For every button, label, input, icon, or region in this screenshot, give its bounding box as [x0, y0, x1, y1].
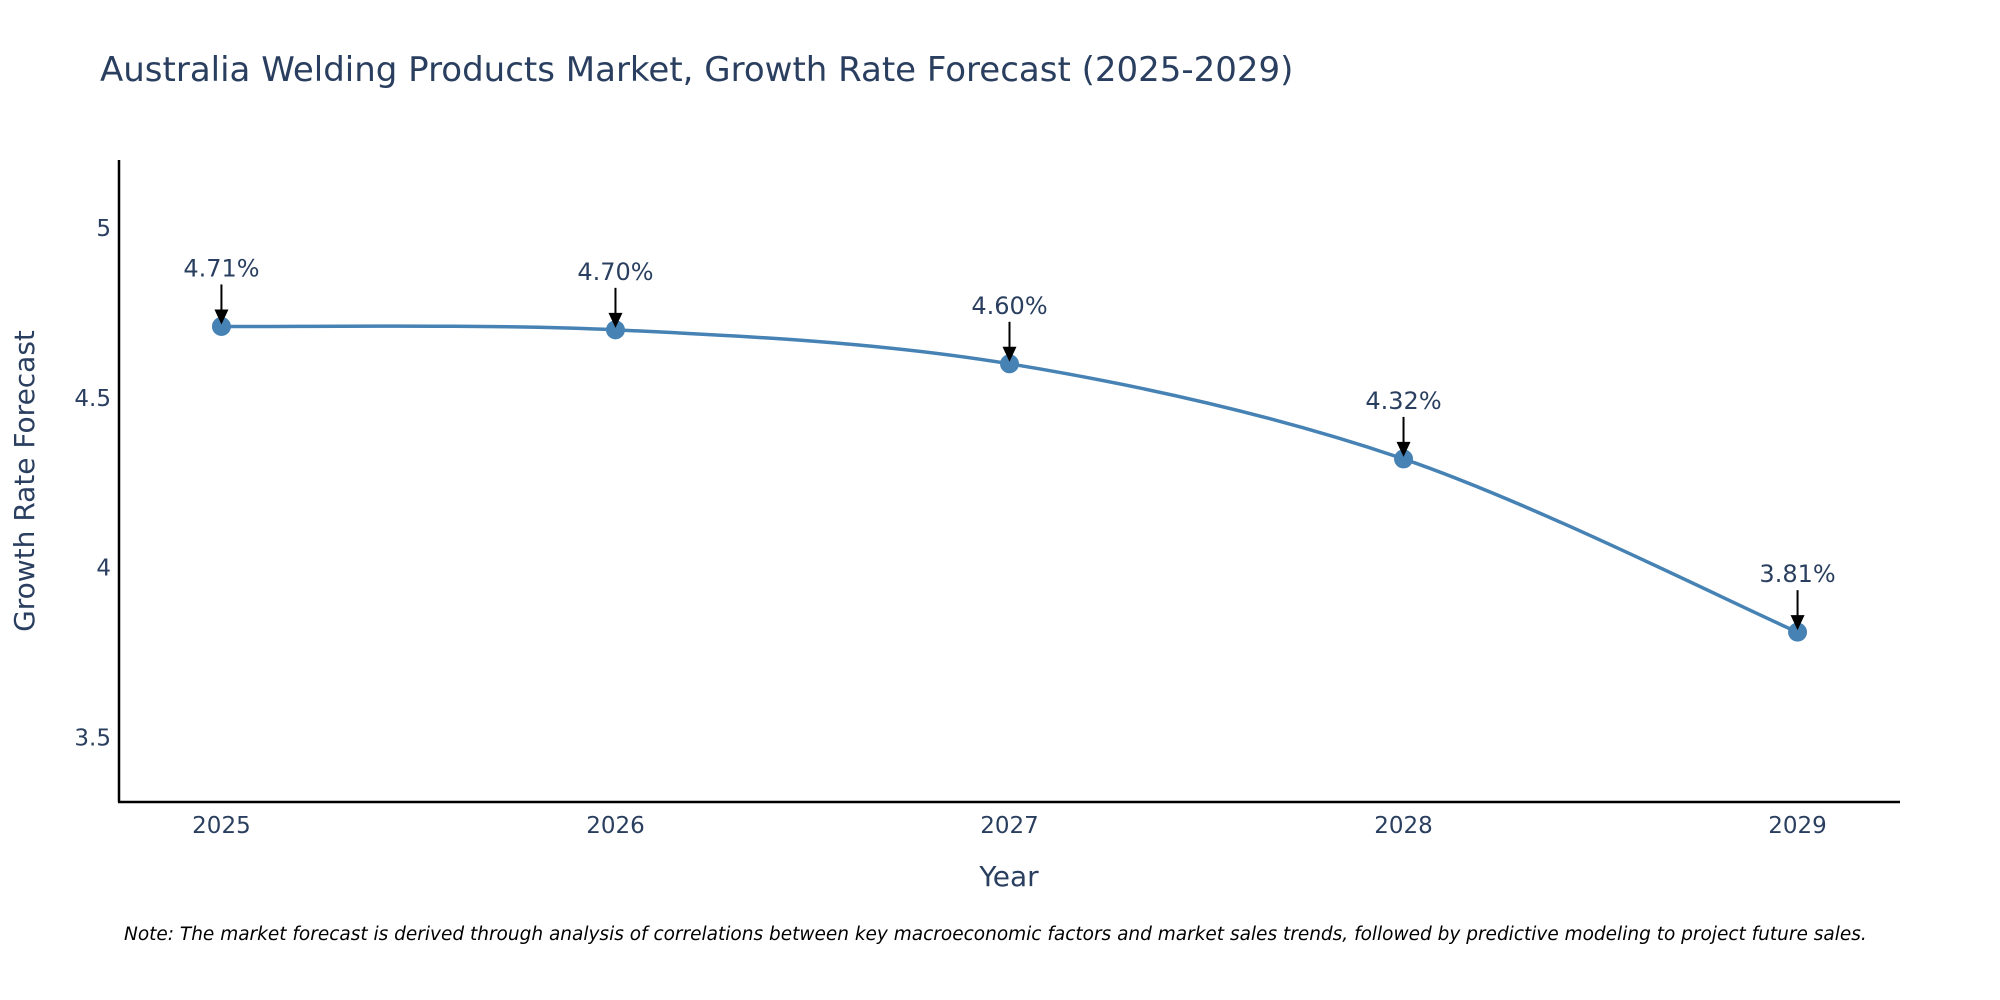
y-axis-title: Growth Rate Forecast — [8, 330, 41, 632]
y-tick-label: 4 — [96, 556, 111, 582]
y-tick-label: 5 — [96, 216, 111, 242]
y-tick-label: 4.5 — [74, 386, 111, 412]
annotation-arrow-head — [1790, 615, 1805, 631]
data-point — [1394, 449, 1414, 469]
x-axis-ticks: 2025 2026 2027 2028 2029 — [192, 813, 1827, 839]
data-point — [1000, 354, 1019, 374]
data-point — [211, 316, 231, 336]
x-tick-label: 2025 — [192, 813, 251, 839]
x-tick-label: 2029 — [1768, 813, 1827, 839]
annotation-arrow-head — [214, 309, 229, 325]
y-tick-label: 3.5 — [74, 725, 111, 751]
data-label: 4.71% — [183, 254, 259, 282]
data-label: 4.60% — [971, 292, 1047, 320]
annotation-arrow-head — [1002, 346, 1017, 362]
plot-area: 4.71% 4.70% 4.60% 4.32% 3.81% — [183, 254, 1836, 642]
data-label: 3.81% — [1759, 560, 1835, 588]
chart-title: Australia Welding Products Market, Growt… — [100, 50, 1293, 90]
data-label: 4.70% — [577, 258, 653, 286]
x-tick-label: 2027 — [980, 813, 1039, 839]
x-tick-label: 2028 — [1374, 813, 1433, 839]
x-tick-label: 2026 — [586, 813, 645, 839]
data-label: 4.32% — [1365, 387, 1441, 415]
x-axis-title: Year — [978, 860, 1039, 893]
data-point — [605, 320, 625, 340]
footnote: Note: The market forecast is derived thr… — [124, 924, 1867, 945]
y-axis-ticks: 3.5 4 4.5 5 — [74, 216, 111, 752]
annotation-arrow-head — [608, 312, 623, 328]
annotation-arrow-head — [1396, 441, 1411, 457]
data-point — [1788, 622, 1808, 642]
